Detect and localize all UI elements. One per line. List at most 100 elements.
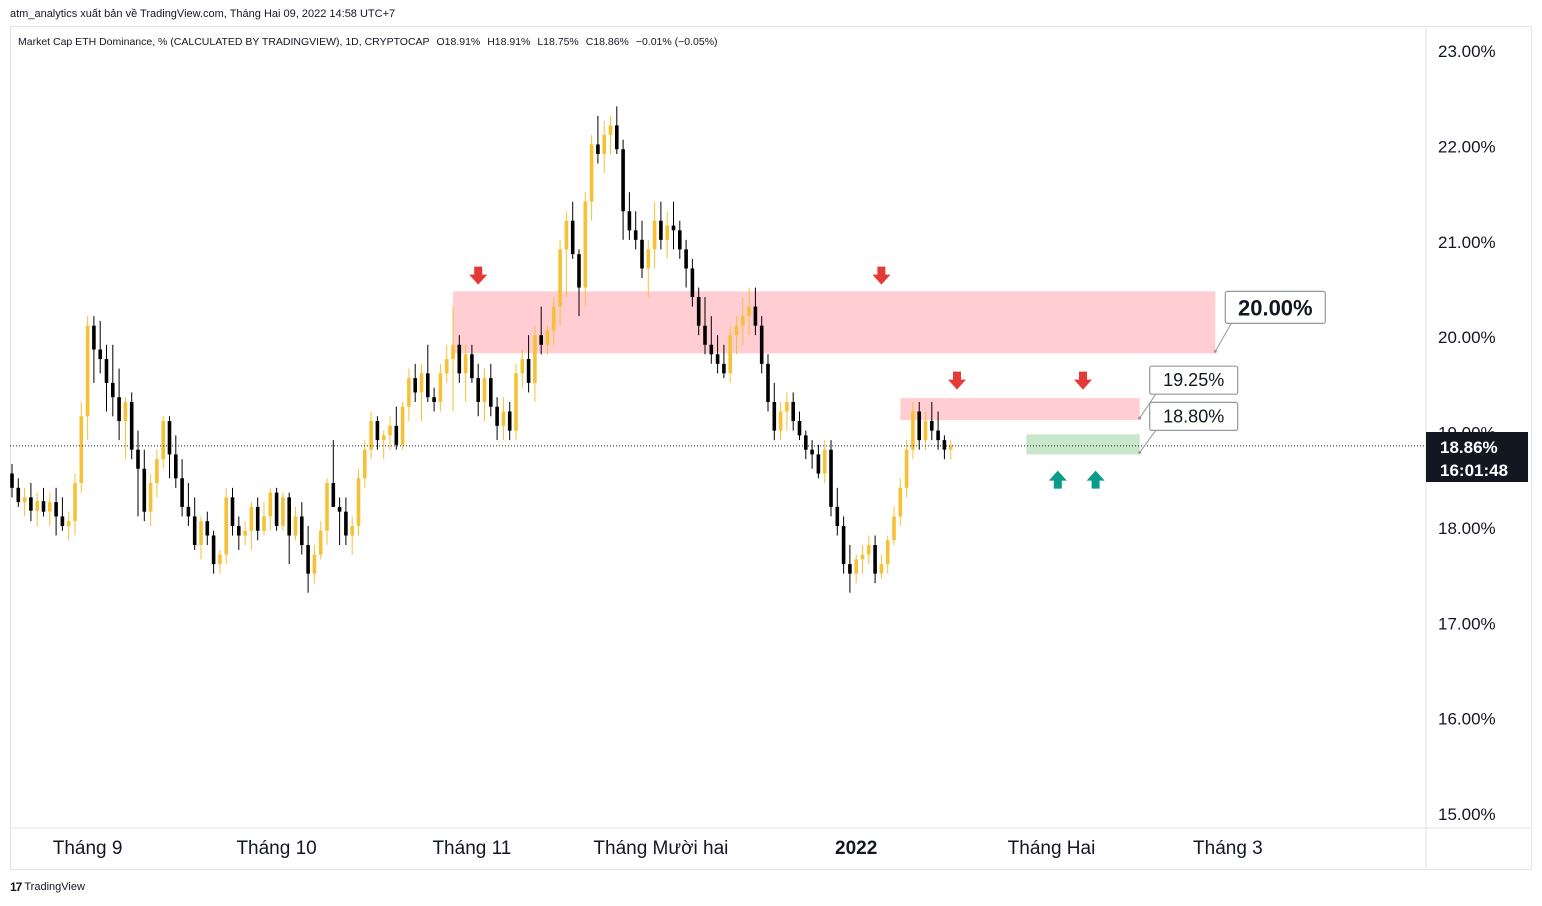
candle [860,545,865,574]
candle-body [652,220,657,250]
y-tick-label: 15.00% [1438,805,1496,824]
x-tick-label: Tháng 10 [236,838,316,859]
candle-body [766,363,770,402]
candle [54,487,58,536]
candle-body [73,483,77,522]
candle-body [463,354,468,374]
candle [577,249,581,317]
candle-body [785,401,789,412]
candle-body [237,525,241,536]
candle-body [577,254,581,288]
candle-body [22,497,27,503]
y-tick-label: 23.00% [1438,42,1496,61]
candle [766,354,770,412]
candle [778,401,783,441]
candle [797,411,802,441]
y-tick-label: 16.00% [1438,710,1496,729]
candle-body [426,373,430,398]
callout-text: 19.25% [1163,370,1224,390]
x-tick-label: Tháng Mười hai [593,838,728,859]
zone-label[interactable]: 20.00% [1213,290,1326,353]
candle-body [300,516,304,546]
candle-body [249,506,254,531]
price-axis[interactable]: 23.00%22.00%21.00%20.00%19.00%18.00%17.0… [1438,42,1496,824]
candle [703,297,707,355]
candle-body [627,211,632,231]
candle [230,487,235,536]
candle [129,392,134,460]
candle-body [41,501,46,512]
candle-body [419,373,424,393]
candle-body [243,530,247,536]
candle [539,306,543,355]
candle [375,416,380,450]
candle-body [596,144,600,155]
candle-body [583,201,588,288]
candle [930,401,934,441]
candle-body [797,421,802,436]
candle-body [633,230,638,240]
candle [312,545,317,584]
candle [829,440,833,517]
resistance-zone-1925[interactable] [900,398,1140,421]
candle-body [281,497,285,526]
candle-body [835,506,840,526]
candle-body [558,249,562,307]
candle [318,521,323,560]
callout-box [1224,290,1326,324]
candle-body [489,378,493,407]
candle [507,401,512,441]
candle-body [35,501,39,511]
candle-body [325,483,329,531]
candle [722,344,726,379]
candle [678,220,682,259]
candle-body [129,401,134,450]
candle [602,120,606,174]
sell-arrow-icon [872,266,891,285]
candle [268,487,273,531]
candle [117,368,121,441]
candle [237,516,241,550]
candle [570,201,575,259]
candle-body [470,354,474,379]
candle [772,382,777,441]
candle-body [444,359,449,374]
candle [438,363,443,412]
candle [873,535,877,584]
candle [671,201,676,250]
callout-anchor [1138,416,1142,420]
candle-body [678,230,682,250]
candle-body [715,354,720,364]
candle [552,297,556,345]
candle-body [54,502,58,517]
candle [281,492,285,531]
support-zone-188[interactable] [1026,434,1140,455]
candle-body [791,401,795,422]
candle-body [665,225,669,240]
candle [388,416,392,450]
zone-label[interactable]: 18.80% [1138,401,1239,454]
candle [841,516,846,574]
legend-open: O18.91% [436,36,481,48]
candle-body [923,421,928,441]
resistance-zone-20[interactable] [453,291,1216,354]
candle-body [337,506,342,512]
candle-body [148,483,153,512]
candle-body [589,144,594,202]
zone-label[interactable]: 19.25% [1138,365,1239,420]
chart-svg[interactable]: 20.00% 19.25% 18.80% 23.00% 22.00% 21.00% 20.… [10,26,1532,870]
candle-body [60,516,65,526]
legend-high: H18.91% [487,36,531,48]
y-tick-label: 17.00% [1438,614,1496,633]
candle-body [161,421,165,460]
candle-body [388,425,392,436]
candle-body [174,454,178,479]
time-axis[interactable]: Tháng 9 Tháng 10 Tháng 11 Tháng Mười hai 202… [53,838,1263,859]
candle [470,344,474,383]
candle [186,483,191,526]
candle [558,239,562,326]
sell-arrow-icon [469,266,488,285]
candle-body [684,249,688,269]
legend-close: C18.86% [585,36,629,48]
footer-brand[interactable]: TradingView [24,881,85,893]
